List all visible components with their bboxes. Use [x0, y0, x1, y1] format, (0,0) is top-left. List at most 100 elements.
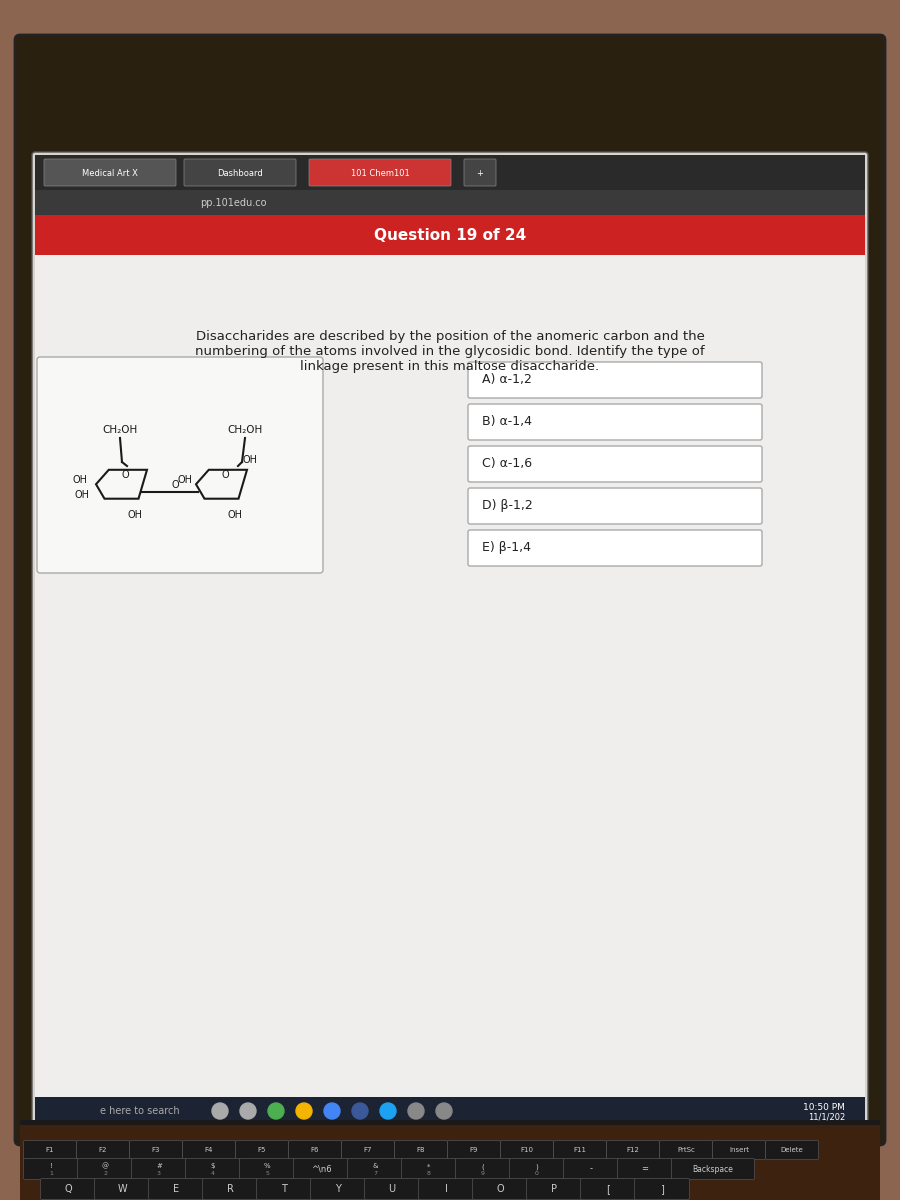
Text: Insert: Insert [729, 1147, 749, 1153]
Text: OH: OH [128, 510, 142, 520]
Text: F7: F7 [364, 1147, 373, 1153]
FancyBboxPatch shape [293, 1158, 348, 1180]
Text: 101 Chem101: 101 Chem101 [351, 168, 410, 178]
Text: 9: 9 [481, 1171, 485, 1176]
Circle shape [212, 1103, 228, 1118]
Text: PrtSc: PrtSc [677, 1147, 695, 1153]
Text: pp.101edu.co: pp.101edu.co [200, 198, 266, 208]
FancyBboxPatch shape [289, 1140, 341, 1159]
Text: Backspace: Backspace [693, 1164, 733, 1174]
Text: O: O [221, 470, 229, 480]
FancyBboxPatch shape [37, 358, 323, 572]
Text: T: T [281, 1184, 287, 1194]
Text: R: R [227, 1184, 233, 1194]
FancyBboxPatch shape [130, 1140, 183, 1159]
FancyBboxPatch shape [455, 1158, 510, 1180]
Text: 2: 2 [103, 1171, 107, 1176]
FancyBboxPatch shape [184, 158, 296, 186]
FancyBboxPatch shape [341, 1140, 394, 1159]
Text: F11: F11 [573, 1147, 587, 1153]
Text: F10: F10 [520, 1147, 534, 1153]
FancyBboxPatch shape [401, 1158, 456, 1180]
FancyBboxPatch shape [660, 1140, 713, 1159]
Text: F5: F5 [257, 1147, 266, 1153]
FancyBboxPatch shape [76, 1140, 130, 1159]
Text: 11/1/202: 11/1/202 [808, 1112, 845, 1122]
FancyBboxPatch shape [148, 1178, 203, 1200]
Text: F9: F9 [470, 1147, 478, 1153]
Text: Disaccharides are described by the position of the anomeric carbon and the
numbe: Disaccharides are described by the posit… [195, 330, 705, 373]
Text: $: $ [211, 1163, 215, 1169]
FancyBboxPatch shape [23, 1140, 76, 1159]
FancyBboxPatch shape [23, 1158, 78, 1180]
Text: ]: ] [660, 1184, 664, 1194]
FancyBboxPatch shape [44, 158, 176, 186]
Text: F1: F1 [46, 1147, 54, 1153]
Bar [35, 215, 865, 254]
Text: 0: 0 [536, 1171, 539, 1176]
Text: Medical Art X: Medical Art X [82, 168, 138, 178]
Text: 4: 4 [211, 1171, 215, 1176]
Text: ): ) [536, 1163, 538, 1170]
Text: E) β-1,4: E) β-1,4 [482, 540, 531, 553]
Text: %: % [264, 1163, 270, 1169]
Text: +: + [477, 168, 483, 178]
Text: 5: 5 [266, 1171, 269, 1176]
Text: B) α-1,4: B) α-1,4 [482, 414, 532, 427]
Text: I: I [445, 1184, 447, 1194]
Text: Question 19 of 24: Question 19 of 24 [374, 228, 526, 242]
FancyBboxPatch shape [554, 1140, 607, 1159]
Text: F6: F6 [310, 1147, 320, 1153]
Bar [35, 215, 865, 1126]
FancyBboxPatch shape [468, 404, 762, 440]
FancyBboxPatch shape [563, 1158, 618, 1180]
Text: C) α-1,6: C) α-1,6 [482, 456, 532, 469]
FancyBboxPatch shape [468, 488, 762, 524]
Text: OH: OH [228, 510, 242, 520]
Circle shape [436, 1103, 452, 1118]
FancyBboxPatch shape [236, 1140, 289, 1159]
Text: 10:50 PM: 10:50 PM [803, 1103, 845, 1111]
Text: #: # [156, 1163, 162, 1169]
Text: OH: OH [73, 475, 87, 485]
Bar [20, 1140, 880, 1200]
Text: U: U [389, 1184, 396, 1194]
FancyBboxPatch shape [766, 1140, 818, 1159]
Bar [35, 254, 865, 1126]
FancyBboxPatch shape [671, 1158, 754, 1180]
Text: @: @ [102, 1163, 109, 1170]
Text: D) β-1,2: D) β-1,2 [482, 498, 533, 511]
Text: F8: F8 [417, 1147, 425, 1153]
FancyBboxPatch shape [713, 1140, 766, 1159]
FancyBboxPatch shape [617, 1158, 672, 1180]
Circle shape [240, 1103, 256, 1118]
FancyBboxPatch shape [15, 35, 885, 1145]
Text: O: O [122, 470, 129, 480]
Text: ^\n6: ^\n6 [310, 1164, 331, 1174]
Text: OH: OH [75, 490, 89, 500]
Text: 8: 8 [428, 1171, 431, 1176]
Text: 3: 3 [157, 1171, 161, 1176]
FancyBboxPatch shape [364, 1178, 419, 1200]
FancyBboxPatch shape [468, 446, 762, 482]
Text: CH₂OH: CH₂OH [103, 425, 138, 434]
FancyBboxPatch shape [202, 1178, 257, 1200]
FancyBboxPatch shape [183, 1140, 236, 1159]
Circle shape [268, 1103, 284, 1118]
Text: W: W [117, 1184, 127, 1194]
FancyBboxPatch shape [131, 1158, 186, 1180]
FancyBboxPatch shape [526, 1178, 581, 1200]
FancyBboxPatch shape [447, 1140, 500, 1159]
Text: P: P [551, 1184, 557, 1194]
Circle shape [408, 1103, 424, 1118]
FancyBboxPatch shape [509, 1158, 564, 1180]
Text: F2: F2 [99, 1147, 107, 1153]
Text: O: O [496, 1184, 504, 1194]
FancyBboxPatch shape [394, 1140, 447, 1159]
FancyBboxPatch shape [607, 1140, 660, 1159]
Text: &: & [373, 1163, 378, 1169]
FancyBboxPatch shape [77, 1158, 132, 1180]
Bar [35, 155, 865, 190]
FancyBboxPatch shape [256, 1178, 311, 1200]
Text: F3: F3 [152, 1147, 160, 1153]
